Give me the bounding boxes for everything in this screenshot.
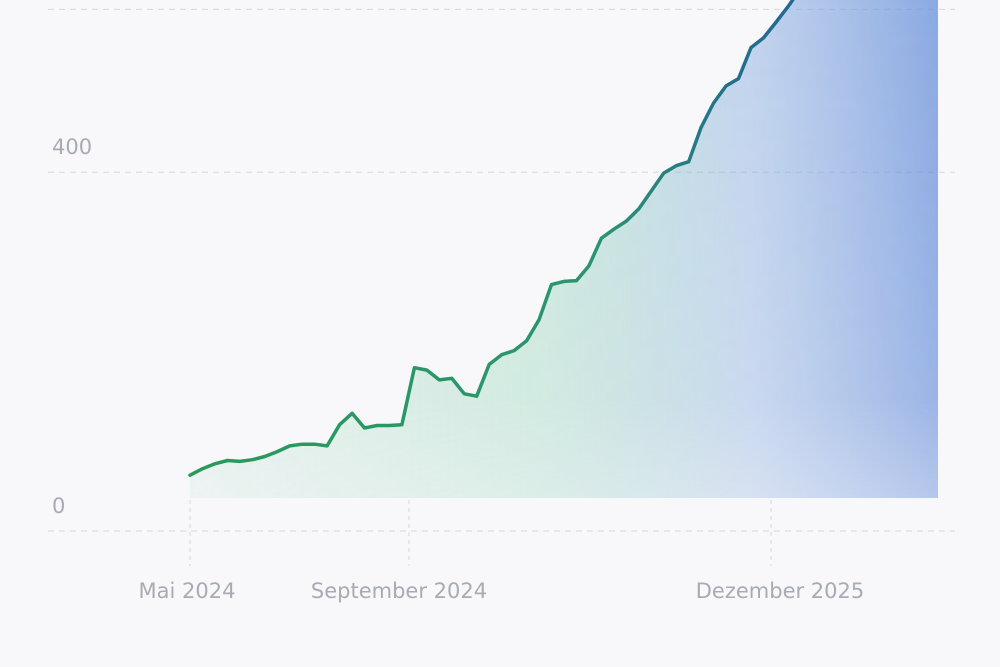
y-axis-ticks: 0400600800 <box>52 135 92 518</box>
x-axis-ticks: Mai 2024 September 2024 Dezember 2025 <box>139 579 865 603</box>
series-line <box>188 0 795 477</box>
y-tick-label: 0 <box>52 494 65 518</box>
x-guide-lines <box>189 500 772 566</box>
x-tick-label: Mai 2024 <box>139 579 236 603</box>
y-tick-label: 400 <box>52 135 92 159</box>
x-tick-label: September 2024 <box>311 579 487 603</box>
grid-lines <box>48 8 955 532</box>
area-fill <box>190 0 938 498</box>
x-tick-label: Dezember 2025 <box>696 579 865 603</box>
